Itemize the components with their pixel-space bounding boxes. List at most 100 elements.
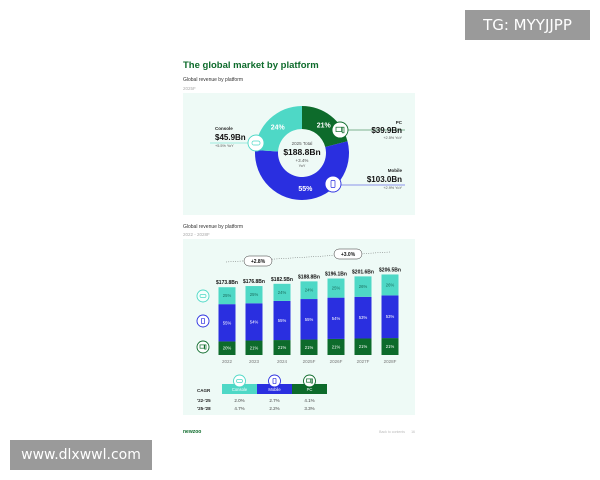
callout-value: $45.9Bn — [215, 133, 246, 142]
phone-body — [330, 180, 336, 188]
pc-monitor — [306, 378, 312, 383]
bar-segment-label: 55% — [278, 318, 287, 323]
cagr-cell: 2.7% — [269, 398, 279, 403]
bar-segment-console — [218, 287, 236, 305]
bar-total-label: $176.8Bn — [243, 279, 265, 285]
back-to-contents-link[interactable]: Back to contents — [379, 430, 405, 434]
cagr-column-label: Mobile — [268, 387, 281, 392]
bar-segment-console — [300, 281, 318, 300]
page-number: 16 — [411, 430, 415, 434]
bar-segment-label: 21% — [332, 344, 341, 349]
callout-name: Console — [215, 126, 233, 131]
x-tick-label: 2026F — [330, 359, 343, 364]
callout-growth: +2.9% YoY — [383, 186, 402, 190]
bar-segment-label: 24% — [278, 290, 287, 295]
bar-segment-label: 54% — [332, 316, 341, 321]
bar-segment-mobile — [245, 303, 263, 341]
bar-segment-label: 55% — [305, 317, 314, 322]
x-tick-label: 2025F — [303, 359, 316, 364]
smartphone-icon — [324, 175, 342, 193]
watermark-bottom: www.dlxwwl.com — [10, 440, 152, 470]
donut-subtitle: Global revenue by platform — [183, 77, 243, 83]
cagr-cell: 3.3% — [304, 406, 314, 411]
bar-segment-label: 54% — [250, 319, 259, 324]
pc-tower — [204, 344, 207, 350]
callout-name: PC — [396, 120, 403, 125]
bar-segment-label: 24% — [305, 288, 314, 293]
bar-segment-console — [273, 283, 291, 301]
bar-total-label: $182.5Bn — [271, 277, 293, 283]
bar-segment-label: 55% — [223, 320, 232, 325]
donut-center-growth: +3.4% — [296, 158, 309, 163]
bar-segment-pc — [354, 338, 372, 355]
x-tick-label: 2027F — [357, 359, 370, 364]
smartphone-icon — [196, 314, 210, 328]
bar-segment-label: 21% — [305, 345, 314, 350]
gamepad-body — [199, 294, 207, 298]
page-title: The global market by platform — [183, 60, 319, 71]
stacked-bar-chart: +2.8% +3.0% 20% 55% 25% $173.8Bn 2022 21% 54% 25%… — [196, 248, 401, 364]
bar-segment-pc — [218, 341, 236, 355]
pc-icon — [331, 121, 349, 139]
bar-segment-console — [245, 286, 263, 304]
bar-segment-label: 53% — [359, 315, 368, 320]
callout-value: $39.9Bn — [371, 126, 402, 135]
bar-total-label: $201.6Bn — [352, 269, 374, 275]
bar-segment-label: 21% — [386, 344, 395, 349]
growth-annotation: +2.8% — [251, 259, 266, 265]
slice-percent-label: 21% — [317, 122, 332, 129]
x-tick-label: 2022 — [222, 359, 233, 364]
cagr-column-label: PC — [307, 387, 313, 392]
x-tick-label: 2023 — [249, 359, 260, 364]
phone-body — [201, 317, 205, 325]
cagr-row-period: '22-'25 — [197, 398, 211, 403]
gamepad-body — [236, 379, 243, 383]
bar-segment-pc — [327, 338, 345, 355]
donut-period: 2025F — [183, 86, 196, 91]
donut-center-label: 2025 Total — [292, 141, 313, 146]
pc-icon — [196, 340, 210, 354]
bar-total-label: $188.8Bn — [298, 274, 320, 280]
pc-tower — [310, 378, 313, 384]
callout-growth: +5.5% YoY — [215, 144, 234, 148]
bar-segment-console — [327, 278, 345, 298]
donut-center-growth-unit: YoY — [299, 164, 306, 168]
gamepad-icon — [196, 289, 210, 303]
bar-segment-label: 21% — [359, 344, 368, 349]
donut-slice-console — [255, 106, 302, 152]
gamepad-icon — [233, 374, 246, 388]
phone-body — [272, 377, 277, 385]
callout-growth: +2.5% YoY — [383, 136, 402, 140]
cagr-cell: 2.0% — [234, 398, 244, 403]
bar-segment-mobile — [354, 296, 372, 339]
bar-segment-mobile — [218, 304, 236, 342]
bar-total-label: $206.5Bn — [379, 267, 401, 273]
pc-monitor — [335, 126, 342, 132]
bar-period: 2022 - 2028F — [183, 232, 210, 237]
bar-segment-mobile — [381, 295, 399, 339]
cagr-header-mobile — [257, 384, 292, 394]
bar-segment-label: 25% — [332, 286, 341, 291]
bar-segment-label: 53% — [386, 314, 395, 319]
cagr-row-period: '25-'28 — [197, 406, 211, 411]
pc-tower — [341, 126, 345, 134]
slice-percent-label: 24% — [271, 125, 286, 132]
bar-segment-pc — [300, 339, 318, 355]
watermark-top: TG: MYYJJPP — [465, 10, 590, 40]
bar-segment-pc — [273, 340, 291, 355]
bar-segment-label: 25% — [250, 292, 259, 297]
bar-segment-label: 20% — [223, 346, 232, 351]
growth-annotation: +3.0% — [341, 252, 356, 258]
bar-segment-label: 26% — [359, 284, 368, 289]
bar-total-label: $173.8Bn — [216, 280, 238, 286]
gamepad-body — [251, 140, 261, 146]
cagr-table: CAGR Console Mobile PC '22-'25 2.0% 2.7% 4.1% '2… — [197, 374, 327, 411]
bar-segment-label: 25% — [223, 293, 232, 298]
bar-segment-console — [354, 276, 372, 297]
bar-segment-pc — [245, 340, 263, 355]
bar-segment-mobile — [273, 300, 291, 341]
newzoo-logo: newzoo — [183, 429, 201, 435]
pc-icon — [303, 374, 316, 388]
cagr-cell: 2.2% — [269, 406, 279, 411]
